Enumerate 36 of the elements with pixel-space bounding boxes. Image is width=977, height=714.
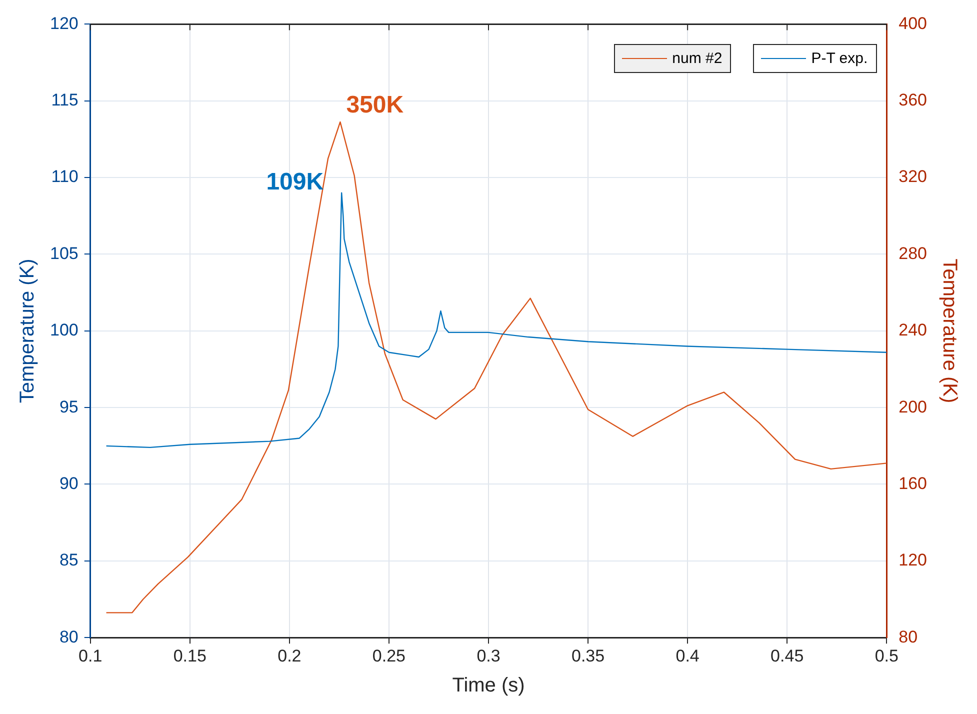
x-tick-label: 0.15 [173, 646, 206, 666]
x-tick-label: 0.45 [770, 646, 804, 666]
y-tick-label: 100 [50, 320, 78, 340]
y2-tick-label: 400 [898, 14, 928, 33]
x-tick-label: 0.4 [676, 646, 700, 666]
y-tick-label: 90 [59, 474, 78, 493]
y2-axis-title: Temperature (K) [938, 258, 960, 404]
y-tick-label: 105 [50, 244, 78, 263]
y2-tick-label: 80 [898, 627, 918, 646]
y2-tick-label: 280 [898, 244, 928, 263]
x-tick-label: 0.3 [476, 646, 500, 666]
annotation: 109K [266, 168, 324, 196]
x-tick-label: 0.1 [78, 646, 102, 666]
y-tick-label: 95 [59, 397, 78, 416]
x-axis-title: Time (s) [452, 674, 525, 697]
y2-tick-label: 240 [898, 320, 928, 340]
x-tick-label: 0.5 [874, 646, 898, 666]
y2-tick-label: 120 [898, 550, 928, 570]
x-tick-label: 0.25 [372, 646, 406, 666]
y2-tick-label: 160 [898, 474, 928, 493]
x-tick-label: 0.2 [278, 646, 302, 666]
annotation: 350K [346, 92, 404, 119]
y-axis-title: Temperature (K) [16, 258, 39, 404]
y-tick-label: 85 [59, 550, 78, 570]
y2-tick-label: 360 [898, 90, 928, 110]
x-tick-label: 0.35 [571, 646, 605, 666]
y-tick-label: 80 [59, 627, 78, 646]
y-tick-label: 115 [51, 90, 78, 110]
legend-label: P-T exp. [811, 50, 868, 68]
legend-label: num #2 [672, 50, 722, 68]
y-tick-label: 110 [51, 167, 78, 186]
y2-tick-label: 200 [898, 397, 928, 416]
y2-tick-label: 320 [898, 167, 928, 186]
legend-box: P-T exp. [753, 44, 877, 74]
legend-box: num #2 [614, 44, 732, 74]
y-tick-label: 120 [50, 14, 78, 33]
